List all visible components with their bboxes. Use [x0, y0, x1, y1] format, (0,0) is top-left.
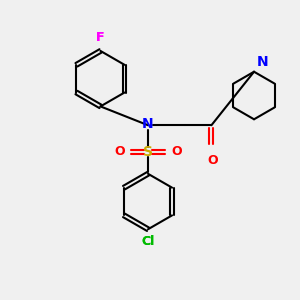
Text: N: N [142, 117, 154, 131]
Text: N: N [257, 55, 269, 69]
Text: F: F [96, 31, 105, 44]
Text: O: O [171, 146, 182, 158]
Text: O: O [207, 154, 218, 167]
Text: Cl: Cl [141, 235, 154, 248]
Text: F: F [96, 31, 105, 44]
Text: Cl: Cl [141, 235, 154, 248]
Text: O: O [114, 146, 124, 158]
Text: S: S [143, 145, 153, 159]
